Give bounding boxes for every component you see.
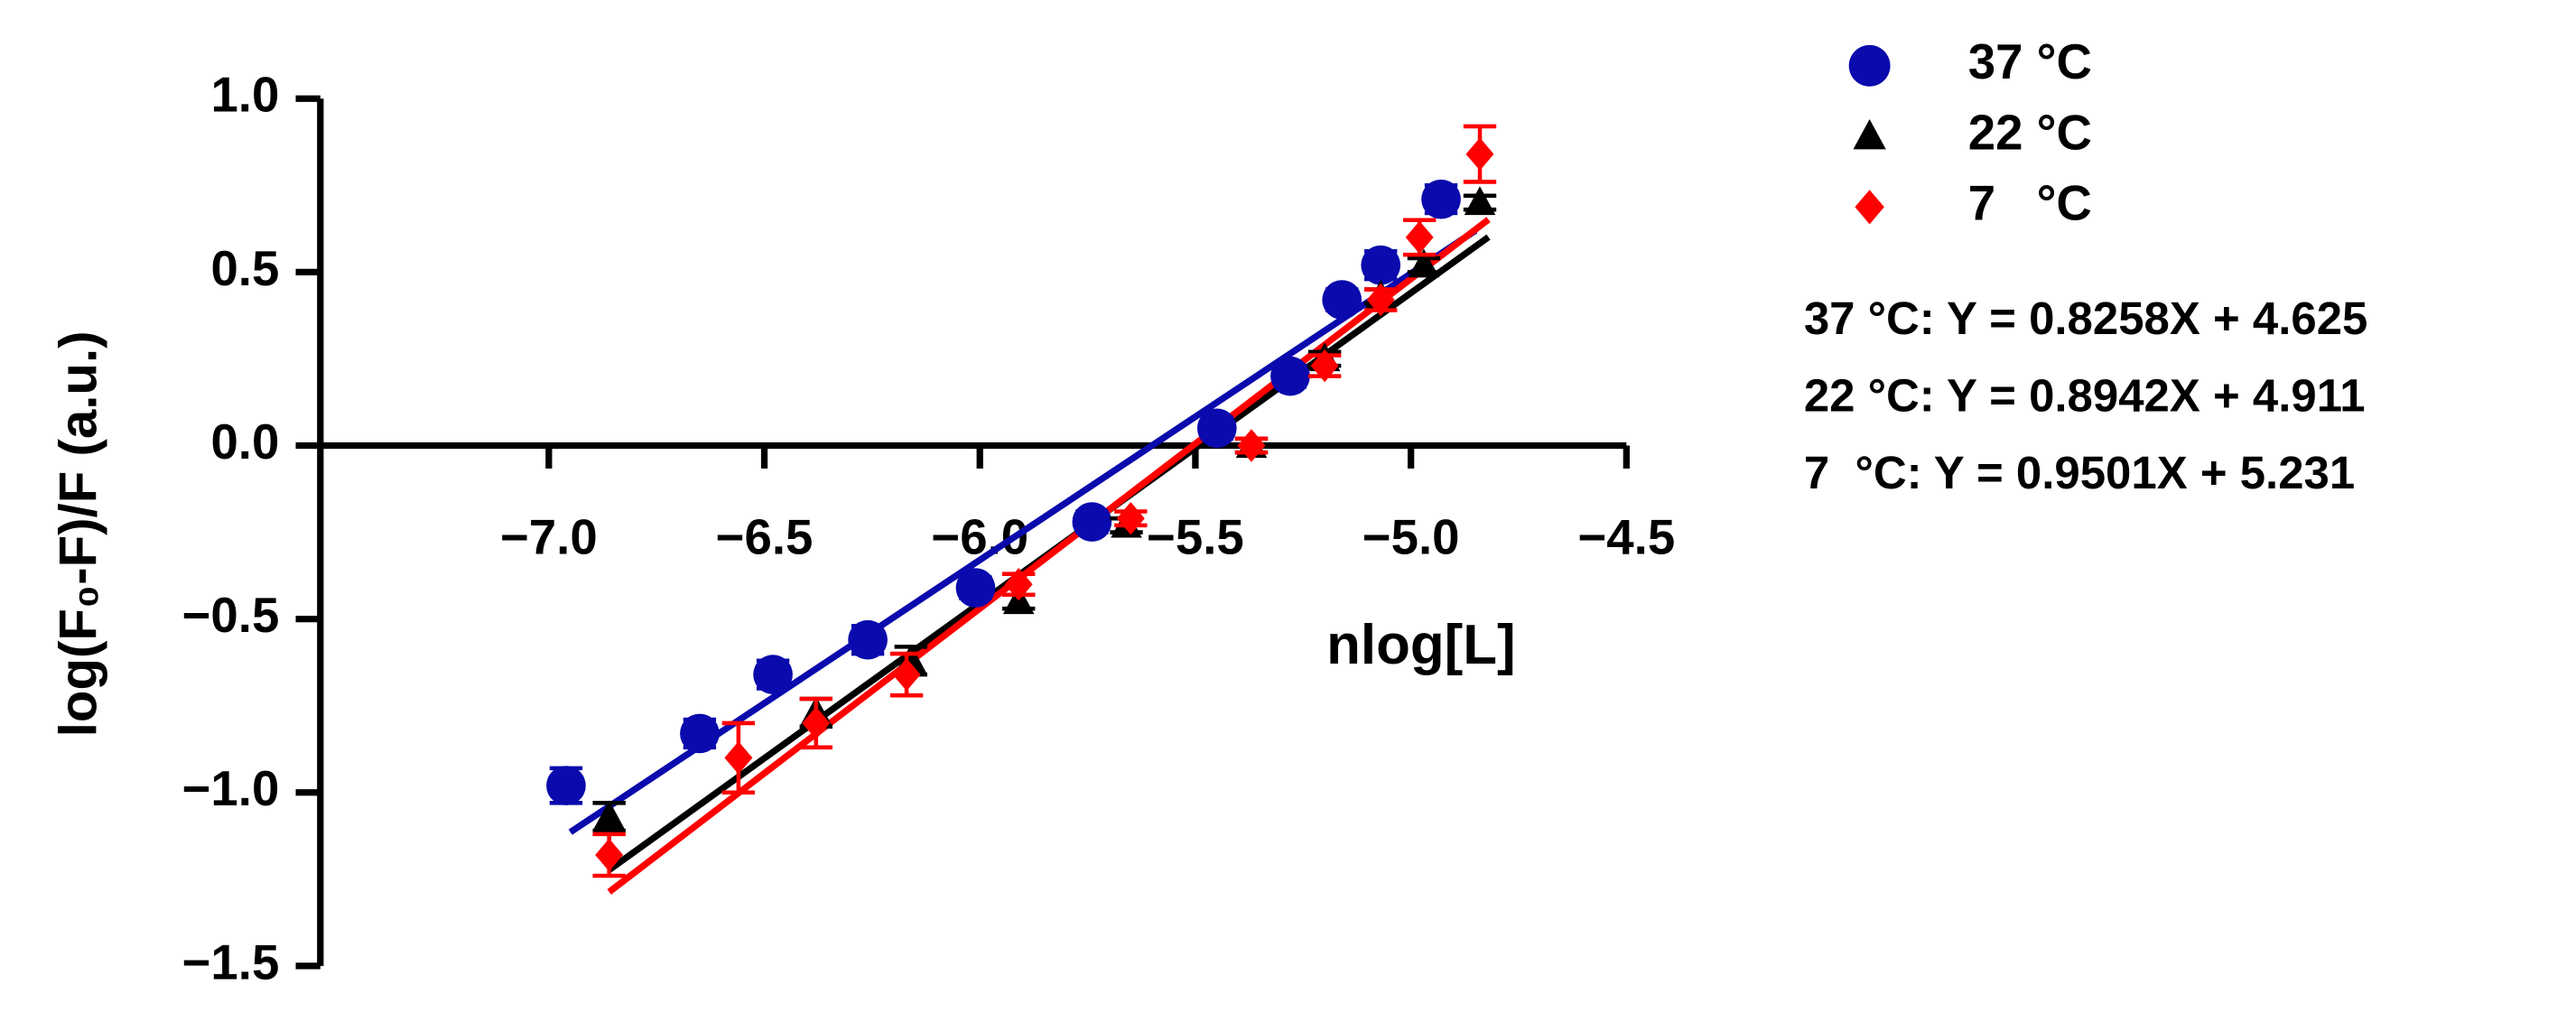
marker-diamond <box>1116 502 1145 535</box>
marker-diamond <box>1465 137 1494 171</box>
marker-diamond <box>595 838 624 872</box>
x-tick-label: −6.5 <box>716 509 814 564</box>
y-tick-label: −0.5 <box>182 588 280 643</box>
y-tick-label: −1.5 <box>182 934 280 990</box>
y-tick-label: 0.0 <box>210 414 279 469</box>
y-axis-label: log(F₀-F)/F (a.u.) <box>49 330 107 737</box>
marker-circle <box>1196 408 1237 449</box>
legend-label: 37 °C <box>1968 34 2092 89</box>
marker-circle <box>1421 179 1461 219</box>
marker-circle <box>1072 502 1112 542</box>
fit-equation: 37 °C: Y = 0.8258X + 4.625 <box>1804 293 2368 344</box>
marker-circle <box>1322 280 1362 320</box>
fit-equation: 7 °C: Y = 0.9501X + 5.231 <box>1804 447 2355 498</box>
marker-circle <box>1848 44 1891 87</box>
fit-line <box>568 228 1478 835</box>
legend-label: 7 °C <box>1968 176 2092 231</box>
fit-equation: 22 °C: Y = 0.8942X + 4.911 <box>1804 370 2366 422</box>
marker-circle <box>546 766 586 805</box>
marker-circle <box>680 713 720 754</box>
y-tick-label: 1.0 <box>210 68 279 123</box>
marker-diamond <box>1405 220 1434 255</box>
x-tick-label: −7.0 <box>500 509 598 564</box>
marker-circle <box>1361 245 1401 285</box>
marker-triangle <box>1853 118 1886 150</box>
fit-line <box>607 217 1491 895</box>
y-tick-label: 0.5 <box>210 241 279 296</box>
marker-diamond <box>892 657 921 692</box>
marker-triangle <box>1464 186 1496 216</box>
legend-label: 22 °C <box>1968 105 2092 160</box>
x-axis-label: nlog[L] <box>1326 614 1516 676</box>
x-tick-label: −5.0 <box>1362 509 1460 564</box>
marker-diamond <box>724 741 753 775</box>
marker-triangle <box>593 800 625 830</box>
marker-circle <box>753 655 793 694</box>
marker-circle <box>848 619 888 660</box>
marker-triangle <box>1408 248 1440 278</box>
marker-circle <box>955 568 996 608</box>
x-tick-label: −5.5 <box>1147 509 1244 564</box>
x-tick-label: −4.5 <box>1577 509 1675 564</box>
y-tick-label: −1.0 <box>182 761 280 816</box>
marker-circle <box>1270 356 1310 396</box>
marker-diamond <box>1310 349 1339 383</box>
marker-diamond <box>1855 190 1884 225</box>
